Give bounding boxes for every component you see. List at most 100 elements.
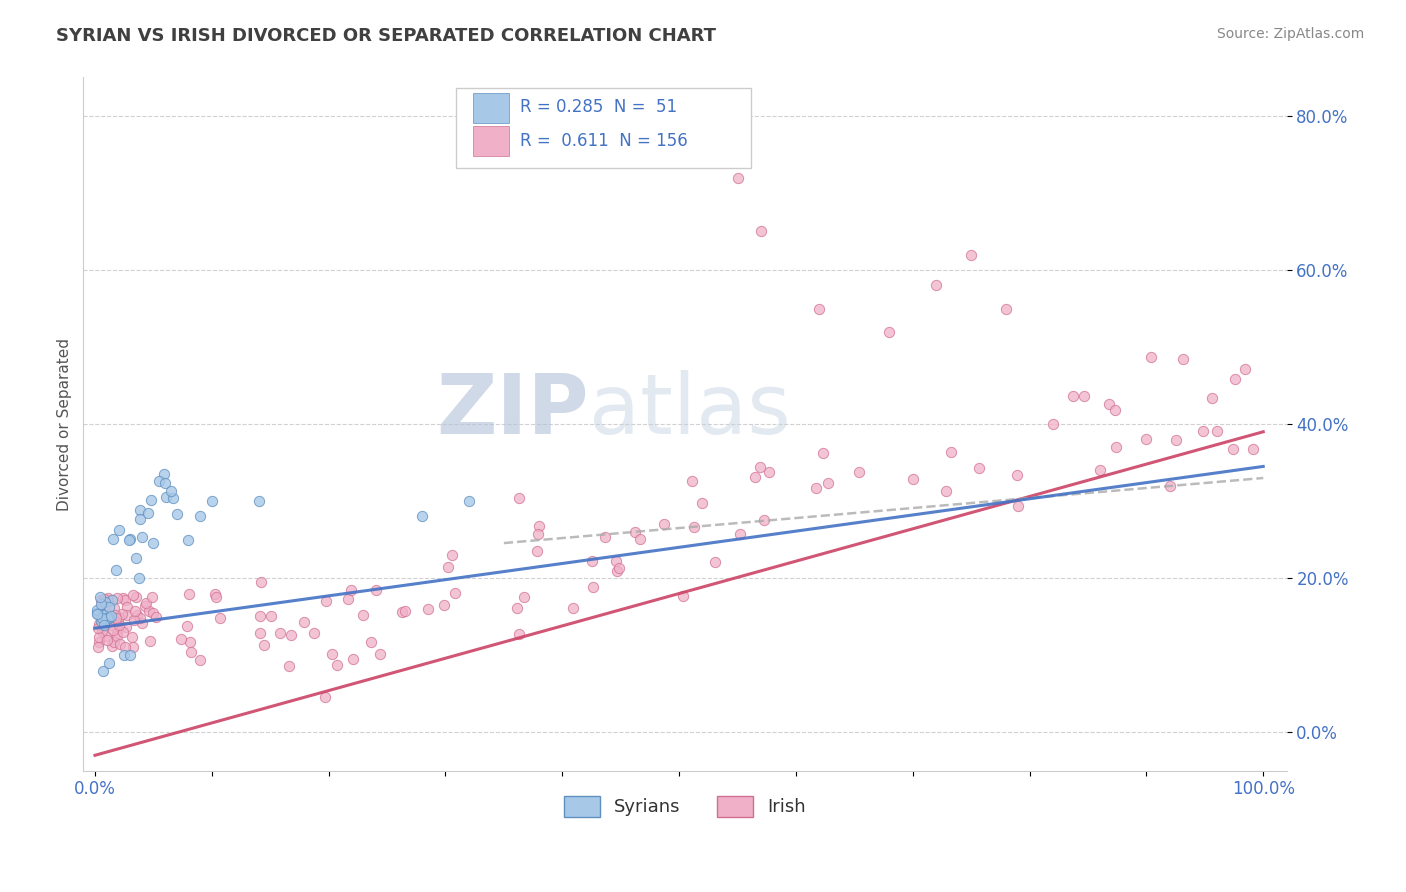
Point: [513, 590, 536, 604]
Point: [91, 611, 114, 625]
Point: [1073, 389, 1095, 403]
Point: [1140, 351, 1163, 365]
Point: [817, 475, 839, 490]
Point: [101, 592, 124, 607]
Point: [131, 616, 153, 631]
Point: [294, 615, 316, 629]
Point: [93, 618, 115, 632]
Point: [162, 491, 184, 506]
Point: [340, 583, 363, 598]
Point: [995, 301, 1018, 316]
Point: [727, 170, 749, 185]
Point: [1088, 463, 1111, 477]
Text: R = 0.285  N =  51: R = 0.285 N = 51: [520, 98, 678, 116]
Point: [205, 590, 228, 604]
Point: [411, 509, 433, 524]
Point: [107, 629, 129, 643]
Point: [1135, 433, 1157, 447]
Text: ZIP: ZIP: [436, 369, 589, 450]
Point: [166, 508, 188, 522]
FancyBboxPatch shape: [474, 126, 509, 156]
Point: [969, 460, 991, 475]
Point: [90, 593, 112, 607]
Point: [1042, 417, 1064, 431]
Point: [96, 632, 118, 647]
Point: [808, 301, 831, 316]
Point: [683, 519, 706, 533]
Point: [89, 616, 111, 631]
Point: [125, 551, 148, 566]
Point: [1164, 434, 1187, 448]
Point: [177, 587, 200, 601]
Point: [605, 564, 627, 578]
Point: [250, 574, 273, 589]
Point: [527, 527, 550, 541]
Point: [100, 612, 122, 626]
Point: [247, 494, 270, 508]
Point: [1159, 478, 1181, 492]
Point: [581, 580, 603, 594]
Point: [93, 591, 115, 606]
Point: [139, 633, 162, 648]
Point: [394, 604, 416, 618]
Point: [103, 623, 125, 637]
Point: [124, 604, 146, 618]
Point: [108, 523, 131, 537]
Point: [177, 533, 200, 547]
Point: [1007, 499, 1029, 513]
Point: [811, 446, 834, 460]
Point: [901, 472, 924, 486]
Point: [188, 509, 211, 524]
Point: [704, 555, 727, 569]
Point: [87, 621, 110, 635]
Point: [1105, 440, 1128, 454]
Point: [98, 599, 121, 614]
Point: [131, 530, 153, 544]
Point: [160, 483, 183, 498]
Point: [269, 625, 291, 640]
Point: [98, 656, 121, 670]
Point: [135, 596, 157, 610]
Point: [142, 536, 165, 550]
Point: [1007, 467, 1029, 482]
Point: [155, 490, 177, 504]
Point: [433, 598, 456, 612]
Point: [97, 592, 120, 607]
Point: [115, 600, 138, 615]
Point: [96, 598, 118, 612]
Point: [86, 607, 108, 622]
Point: [259, 609, 281, 624]
Point: [108, 609, 131, 624]
Point: [86, 606, 108, 620]
Point: [179, 635, 201, 649]
Point: [122, 613, 145, 627]
Point: [628, 533, 651, 547]
Point: [141, 492, 163, 507]
Point: [1062, 388, 1084, 402]
Point: [253, 638, 276, 652]
Point: [441, 548, 464, 562]
Point: [188, 653, 211, 667]
Point: [443, 586, 465, 600]
FancyBboxPatch shape: [457, 87, 751, 168]
Point: [804, 482, 827, 496]
Point: [278, 658, 301, 673]
Point: [118, 532, 141, 546]
Point: [148, 474, 170, 488]
Point: [89, 590, 111, 604]
Point: [87, 634, 110, 648]
Point: [134, 599, 156, 613]
Point: [115, 620, 138, 634]
Point: [87, 640, 110, 654]
Point: [314, 690, 336, 704]
Point: [939, 444, 962, 458]
Point: [153, 475, 176, 490]
Legend: Syrians, Irish: Syrians, Irish: [557, 789, 813, 824]
Point: [114, 640, 136, 654]
Point: [744, 470, 766, 484]
Point: [391, 605, 413, 619]
Point: [581, 554, 603, 568]
Point: [508, 491, 530, 505]
Point: [97, 611, 120, 625]
Point: [108, 637, 131, 651]
